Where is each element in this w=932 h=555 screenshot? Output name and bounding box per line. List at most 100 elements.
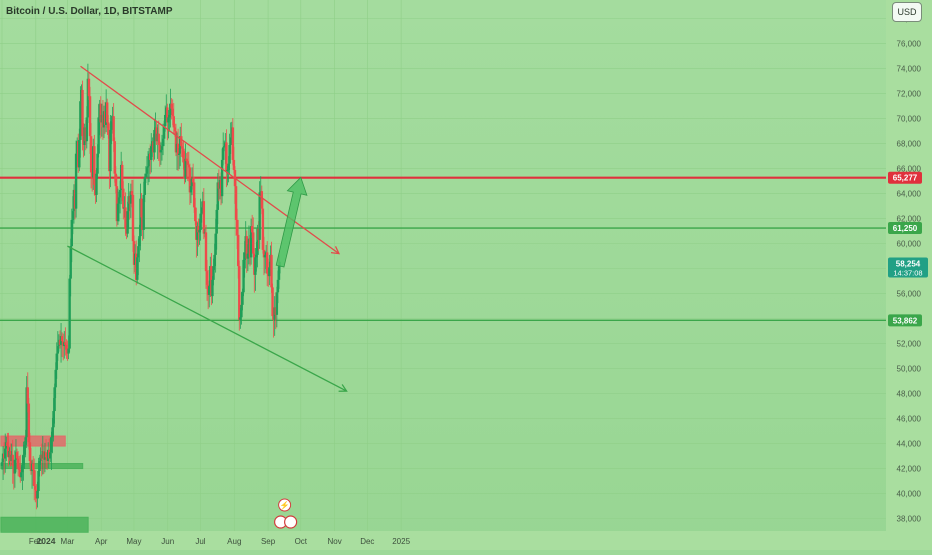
candles-layer	[0, 63, 282, 510]
candle-body	[121, 164, 124, 189]
candle-body	[116, 203, 120, 222]
candle-body	[50, 437, 53, 453]
countdown-label: 14:37:08	[893, 268, 922, 277]
price-tick-label: 74,000	[897, 65, 922, 74]
candle-body	[160, 146, 164, 150]
candle-body	[254, 257, 257, 275]
candle-body	[189, 186, 193, 193]
candle-body	[51, 427, 54, 438]
candle-body	[260, 191, 264, 209]
candle-body	[158, 144, 162, 153]
candle-body	[86, 78, 90, 118]
candle-body	[132, 241, 136, 265]
candle-body	[231, 127, 235, 160]
trendline-arrowhead	[338, 384, 348, 392]
price-tick-label: 40,000	[897, 490, 922, 499]
candle-body	[194, 207, 197, 222]
candle-body	[185, 158, 188, 162]
candle-body	[122, 188, 125, 209]
candle-body	[167, 117, 170, 123]
candle-body	[150, 146, 153, 160]
candle-body	[215, 209, 218, 234]
candle-body	[174, 131, 178, 153]
candle-body	[181, 146, 184, 149]
candle-body	[146, 166, 150, 168]
candle-body	[138, 236, 141, 247]
candle-body	[252, 232, 255, 254]
price-tick-label: 56,000	[897, 290, 922, 299]
candle-body	[17, 467, 21, 470]
candle-body	[64, 342, 67, 345]
price-tick-label: 52,000	[897, 340, 922, 349]
candle-body	[85, 117, 89, 142]
price-level-tag-label: 61,250	[893, 224, 918, 233]
candle-body	[13, 459, 17, 474]
candle-body	[79, 101, 82, 140]
candle-body	[96, 153, 99, 174]
candle-body	[26, 387, 29, 404]
currency-button[interactable]: USD	[892, 2, 922, 22]
candle-body	[11, 454, 14, 467]
candle-body	[49, 452, 52, 459]
candle-body	[69, 246, 72, 279]
candle-body	[95, 173, 98, 195]
time-tick-label: 2024	[37, 536, 56, 546]
candle-body	[186, 161, 189, 165]
candle-body	[169, 103, 172, 115]
candle-body	[159, 149, 163, 153]
candle-body	[220, 159, 224, 197]
candle-body	[60, 336, 64, 342]
current-price-tag	[888, 257, 928, 278]
candle-body	[227, 163, 230, 170]
candle-body	[196, 226, 199, 240]
candle-body	[235, 219, 239, 235]
candle-body	[202, 201, 206, 234]
time-tick-label: Aug	[227, 537, 241, 546]
candle-body	[239, 317, 242, 320]
candle-body	[250, 226, 254, 233]
candle-body	[182, 148, 185, 163]
candle-body	[89, 136, 93, 173]
time-tick-label: Feb	[29, 537, 43, 546]
candle-body	[36, 491, 39, 499]
candle-body	[191, 178, 195, 183]
events-layer: ⚡	[274, 498, 298, 529]
candle-body	[65, 344, 68, 350]
chart-title: Bitcoin / U.S. Dollar, 1D, BITSTAMP	[6, 6, 173, 17]
lower-support-trendline	[67, 245, 347, 392]
price-tick-label: 64,000	[897, 190, 922, 199]
candle-body	[275, 292, 279, 315]
candle-body	[268, 267, 271, 277]
candle-body	[110, 121, 113, 130]
candle-body	[20, 472, 23, 478]
price-tick-label: 42,000	[897, 465, 922, 474]
price-tick-label: 48,000	[897, 390, 922, 399]
candle-body	[33, 469, 36, 487]
candle-body	[6, 442, 9, 447]
us-flag-icon	[284, 515, 298, 529]
candle-body	[198, 229, 201, 233]
current-price-label: 58,254	[896, 259, 921, 268]
candle-body	[176, 143, 180, 155]
candle-body	[229, 137, 232, 145]
candle-body	[112, 116, 115, 142]
candle-body	[142, 194, 145, 230]
upper-resistance-trendline	[80, 65, 340, 255]
candle-body	[237, 234, 240, 267]
candle-body	[225, 142, 228, 172]
price-level-tag	[888, 314, 922, 327]
trendline-arrowhead	[330, 246, 341, 255]
price-tick-label: 68,000	[897, 140, 922, 149]
lightning-icon-glyph: ⚡	[280, 500, 290, 510]
time-tick-label: Mar	[61, 537, 75, 546]
bottom-zone-green	[0, 516, 89, 533]
candle-body	[242, 259, 245, 293]
candle-body	[256, 228, 259, 255]
candle-body	[184, 158, 187, 179]
candle-body	[172, 116, 175, 128]
time-tick-label: Jun	[161, 537, 174, 546]
time-tick-label: Dec	[360, 537, 374, 546]
